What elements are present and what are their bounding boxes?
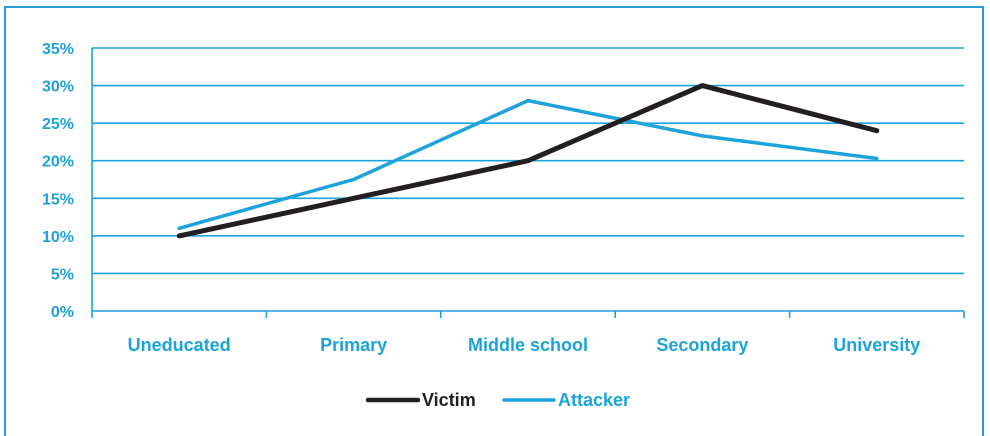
x-category-label: Primary <box>320 335 387 355</box>
legend-label-attacker: Attacker <box>558 390 630 410</box>
series-line-attacker <box>179 101 877 229</box>
y-tick-label: 15% <box>42 191 74 208</box>
y-tick-label: 30% <box>42 79 74 96</box>
legend-label-victim: Victim <box>422 390 476 410</box>
y-tick-label: 25% <box>42 116 74 133</box>
y-tick-label: 35% <box>42 41 74 58</box>
x-category-label: Uneducated <box>128 335 231 355</box>
x-category-label: Middle school <box>468 335 588 355</box>
y-tick-label: 10% <box>42 229 74 246</box>
line-chart: 0% 5% 10% 15% 20% 25% 30% 35% Uneducated Primary M… <box>6 8 986 432</box>
x-category-label: University <box>833 335 920 355</box>
y-tick-label: 0% <box>51 304 74 321</box>
x-category-label: Secondary <box>656 335 748 355</box>
chart-frame: 0% 5% 10% 15% 20% 25% 30% 35% Uneducated Primary M… <box>4 6 984 436</box>
y-tick-label: 5% <box>51 266 74 283</box>
y-tick-label: 20% <box>42 154 74 171</box>
